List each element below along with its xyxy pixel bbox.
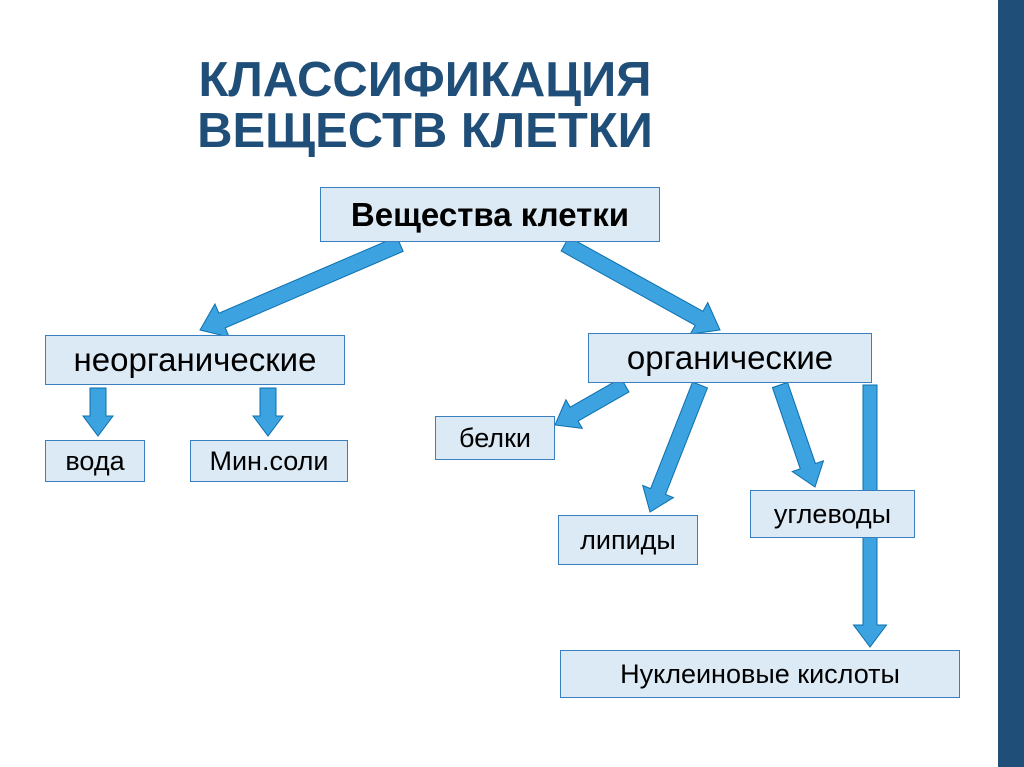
node-root: Вещества клетки	[320, 187, 660, 242]
node-label: липиды	[580, 525, 676, 556]
node-label: вода	[65, 446, 124, 477]
arrow	[561, 237, 720, 334]
node-label: Вещества клетки	[351, 196, 629, 234]
arrow	[772, 382, 823, 487]
node-nucleic: Нуклеиновые кислоты	[560, 650, 960, 698]
arrow	[253, 388, 283, 436]
node-proteins: белки	[435, 416, 555, 460]
arrow	[200, 237, 403, 337]
arrow	[83, 388, 113, 436]
node-label: Мин.соли	[209, 446, 328, 477]
node-label: органические	[627, 339, 833, 377]
node-label: неорганические	[74, 341, 317, 379]
node-label: белки	[459, 423, 531, 454]
arrow	[643, 382, 708, 512]
node-lipids: липиды	[558, 515, 698, 565]
node-label: Нуклеиновые кислоты	[620, 659, 900, 690]
node-salts: Мин.соли	[190, 440, 348, 482]
node-water: вода	[45, 440, 145, 482]
node-org: органические	[588, 333, 872, 383]
node-inorg: неорганические	[45, 335, 345, 385]
node-label: углеводы	[774, 499, 891, 530]
arrow	[555, 378, 629, 428]
node-carbs: углеводы	[750, 490, 915, 538]
